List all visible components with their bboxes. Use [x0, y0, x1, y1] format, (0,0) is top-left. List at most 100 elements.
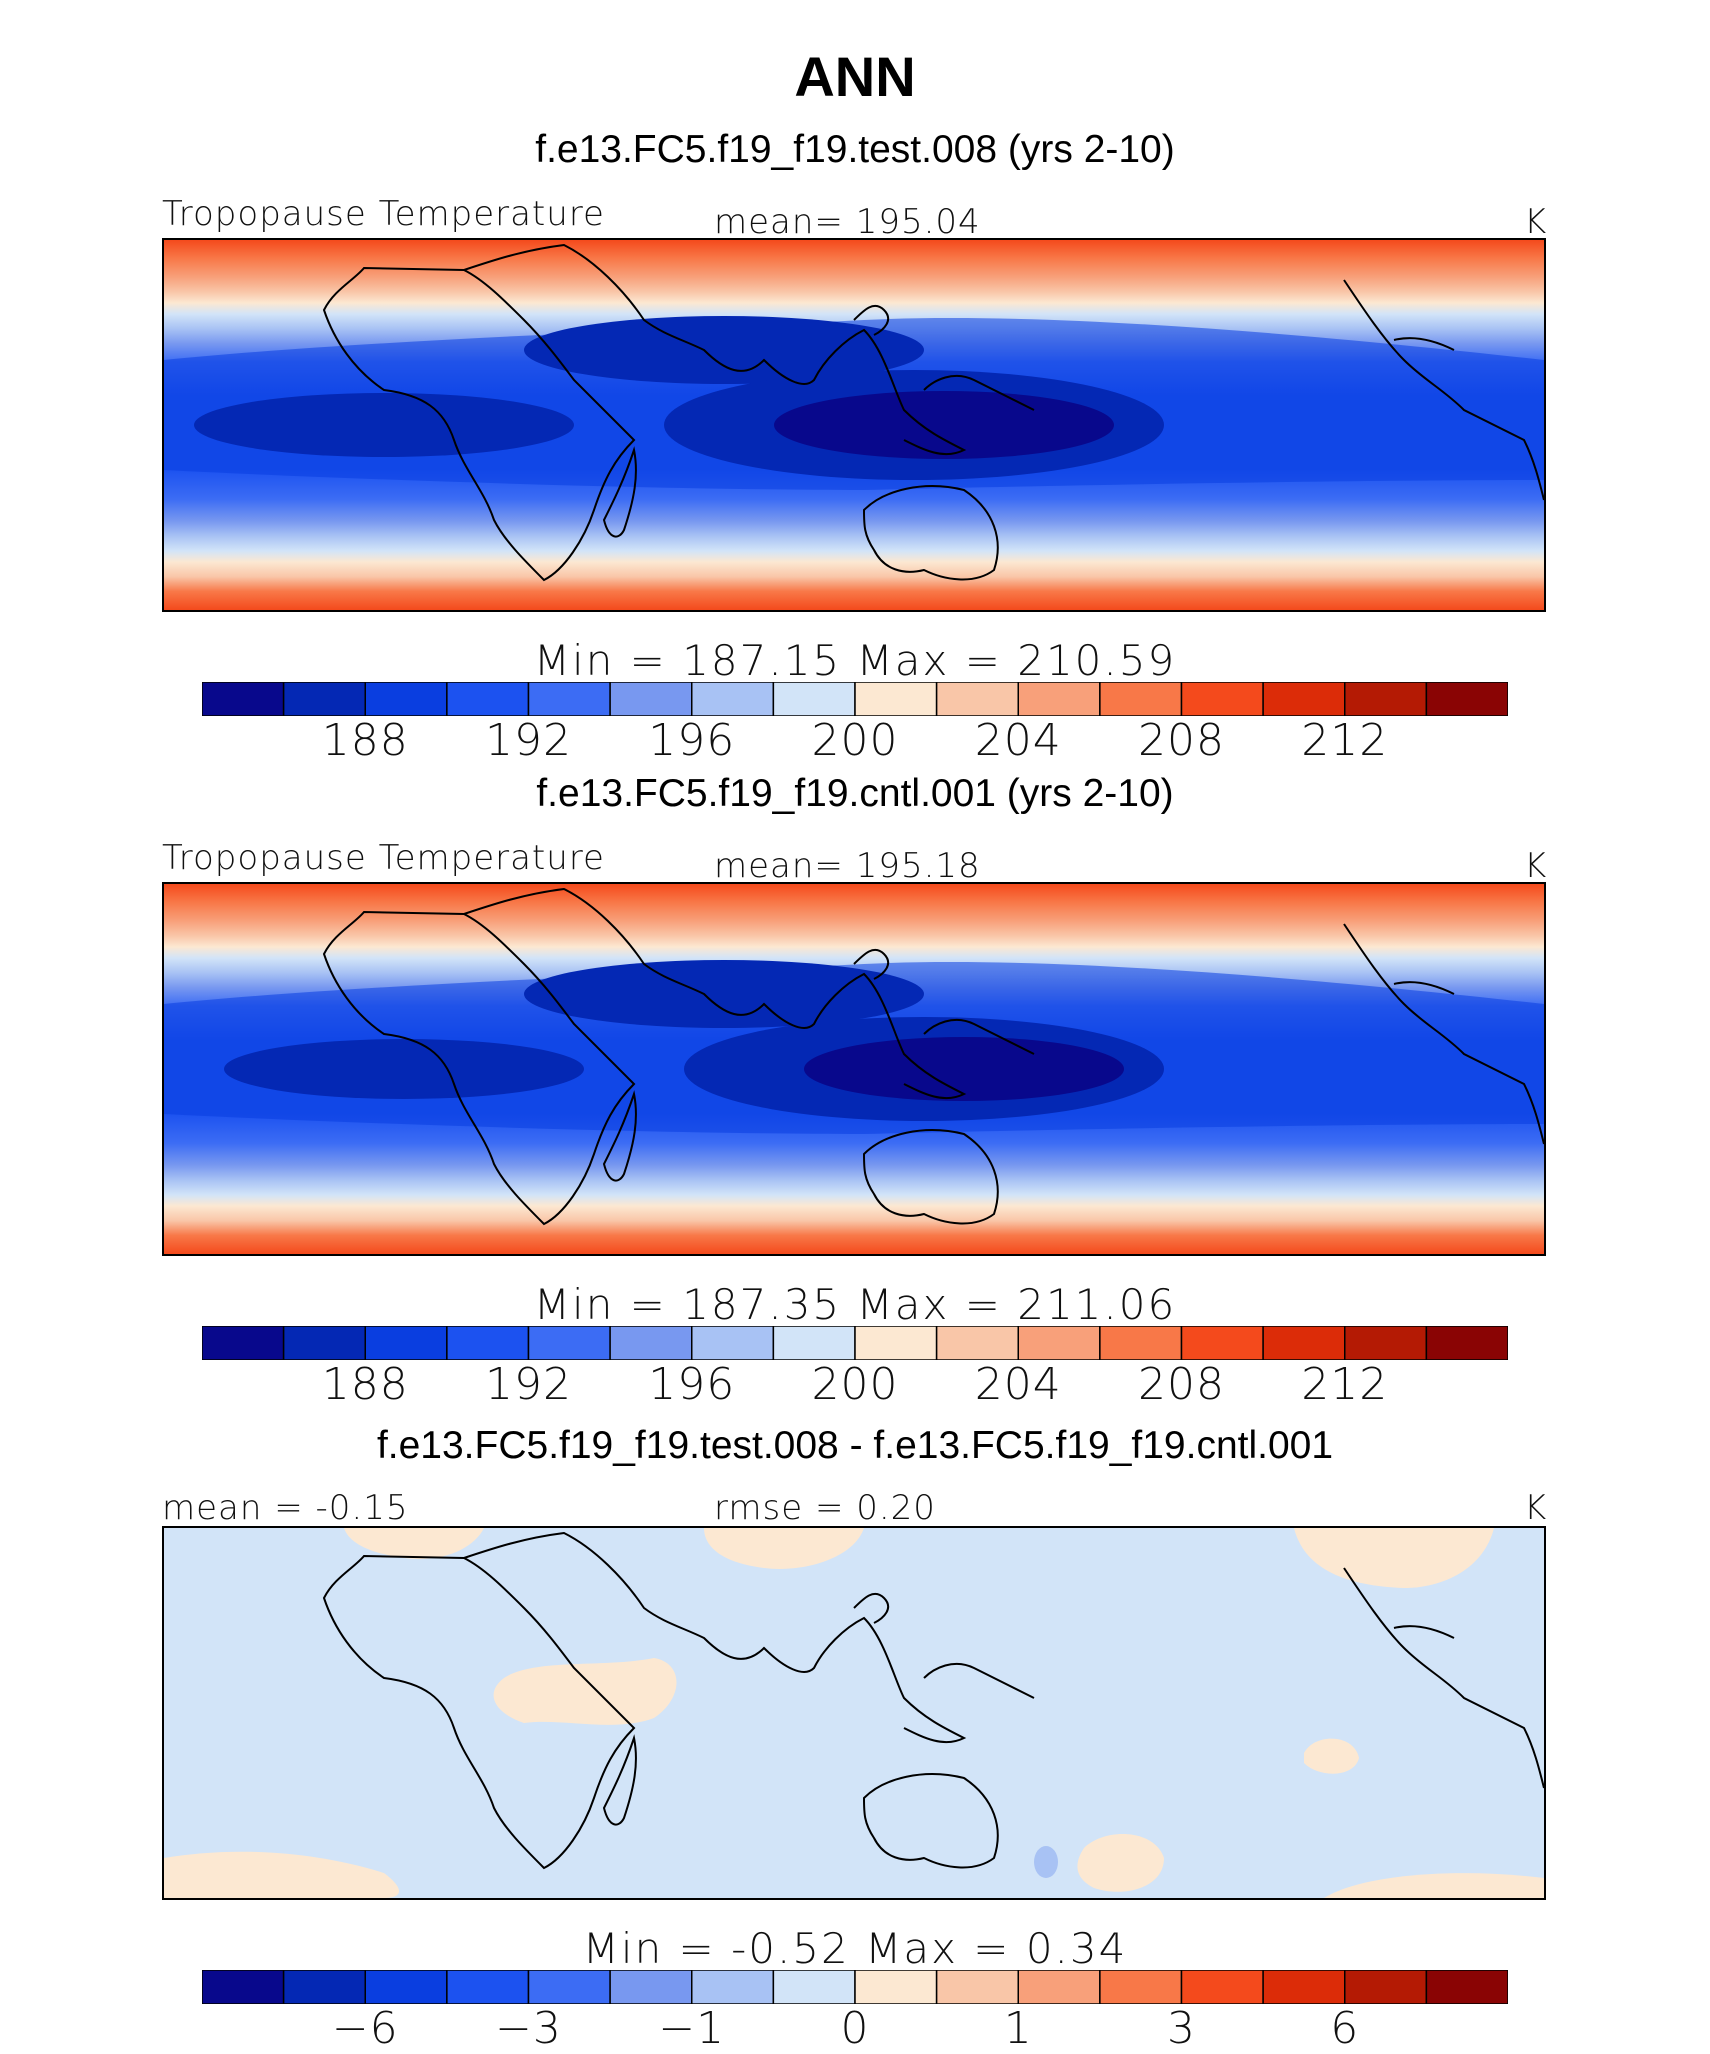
panel-1-colorbar-box: [772, 682, 856, 716]
panel-2-colorbar-box: [282, 1326, 366, 1360]
panel-1-colorbar-tick-label: 192: [485, 715, 572, 766]
panel-2-colorbar-box: [1017, 1326, 1101, 1360]
panel-3-colorbar-box: [854, 1970, 938, 2004]
panel-1-colorbar-box: [282, 682, 366, 716]
panel-1-colorbar-box: [1344, 682, 1428, 716]
panel-1-colorbar-tick-label: 204: [974, 715, 1062, 766]
panel-3-colorbar-box: [446, 1970, 530, 2004]
panel-3-colorbar: [202, 1970, 1508, 2004]
panel-1-colorbar-box: [202, 682, 285, 716]
panel-1-coastlines: [322, 243, 1544, 582]
panel-2-minmax: Min = 187.35 Max = 211.06: [533, 1280, 1177, 1329]
panel-3-case-title: f.e13.FC5.f19_f19.test.008 - f.e13.FC5.f…: [376, 1424, 1334, 1467]
panel-3-positive-regions: [164, 1528, 1544, 1898]
panel-3-colorbar-tick-label: −6: [331, 2003, 399, 2054]
panel-1-colorbar-tick-label: 188: [321, 715, 409, 766]
panel-2-colorbar-box: [609, 1326, 693, 1360]
panel-2-colorbar-box: [527, 1326, 611, 1360]
panel-1-colorbar-box: [364, 682, 448, 716]
panel-2-colorbar-box: [854, 1326, 938, 1360]
panel-2-coastlines: [322, 887, 1544, 1226]
panel-3-colorbar-tick-label: 6: [1330, 2003, 1360, 2054]
panel-3-colorbar-tick-label: 0: [840, 2003, 870, 2054]
panel-2-colorbar-tick-label: 212: [1301, 1359, 1389, 1410]
panel-3-mean-label: mean = -0.15: [162, 1488, 409, 1528]
panel-1-case-title: f.e13.FC5.f19_f19.test.008 (yrs 2-10): [535, 128, 1175, 171]
panel-2-colorbar-tick-label: 200: [811, 1359, 899, 1410]
panel-3-units-label: K: [1524, 1488, 1548, 1528]
panel-2-colorbar-tick-label: 192: [485, 1359, 572, 1410]
panel-3-colorbar-box: [364, 1970, 448, 2004]
panel-2-units-label: K: [1524, 846, 1548, 886]
panel-1-colorbar-box: [1262, 682, 1346, 716]
panel-2-cold-core-pacific-deep: [804, 1037, 1124, 1101]
panel-2-colorbar-box: [1262, 1326, 1346, 1360]
panel-3-minmax: Min = -0.52 Max = 0.34: [582, 1924, 1128, 1973]
panel-1-map: [162, 238, 1546, 612]
panel-3-colorbar-box: [1099, 1970, 1183, 2004]
panel-1-colorbar-box: [1180, 682, 1264, 716]
panel-1-cold-core-africa: [194, 393, 574, 457]
panel-2-colorbar-tick-label: 188: [321, 1359, 409, 1410]
panel-3-colorbar-box: [1180, 1970, 1264, 2004]
panel-2-colorbar-box: [446, 1326, 530, 1360]
panel-2-colorbar-box: [772, 1326, 856, 1360]
panel-3-colorbar-box: [691, 1970, 775, 2004]
panel-2-colorbar-box: [691, 1326, 775, 1360]
panel-2-colorbar-box: [1425, 1326, 1508, 1360]
panel-1-colorbar-tick-label: 196: [648, 715, 736, 766]
panel-3-background-field: [164, 1528, 1544, 1898]
panel-3-colorbar-box: [609, 1970, 693, 2004]
panel-2-colorbar-box: [1099, 1326, 1183, 1360]
panel-3-colorbar-tick-label: 3: [1167, 2003, 1196, 2054]
panel-2-colorbar-box: [202, 1326, 285, 1360]
panel-2-colorbar-box: [1344, 1326, 1428, 1360]
panel-1-colorbar-tick-label: 212: [1301, 715, 1389, 766]
panel-1-units-label: K: [1524, 202, 1548, 242]
panel-2-colorbar-tick-label: 196: [648, 1359, 736, 1410]
panel-1-colorbar-box: [609, 682, 693, 716]
panel-2-case-title: f.e13.FC5.f19_f19.cntl.001 (yrs 2-10): [536, 772, 1174, 815]
panel-3-colorbar-box: [1017, 1970, 1101, 2004]
panel-2-colorbar-box: [1180, 1326, 1264, 1360]
panel-3-colorbar-box: [202, 1970, 285, 2004]
panel-2-colorbar-box: [364, 1326, 448, 1360]
panel-1-colorbar: [202, 682, 1508, 716]
panel-2-cold-core-africa: [224, 1039, 584, 1099]
panel-3-rmse-label: rmse = 0.20: [714, 1488, 936, 1528]
panel-3-colorbar-box: [527, 1970, 611, 2004]
panel-1-colorbar-tick-label: 208: [1138, 715, 1225, 766]
panel-2-variable-label: Tropopause Temperature: [162, 838, 605, 878]
panel-2-colorbar-tick-label: 204: [974, 1359, 1062, 1410]
panel-3-colorbar-box: [282, 1970, 366, 2004]
panel-1-colorbar-box: [1099, 682, 1183, 716]
panel-3-colorbar-tick-label: −1: [658, 2003, 726, 2054]
panel-1-colorbar-box: [1425, 682, 1508, 716]
panel-3-coastlines: [322, 1531, 1544, 1870]
panel-1-minmax: Min = 187.15 Max = 210.59: [533, 636, 1177, 685]
panel-1-colorbar-box: [1017, 682, 1101, 716]
panel-3-colorbar-box: [1262, 1970, 1346, 2004]
panel-1-cold-core-pacific-deep: [774, 391, 1114, 459]
panel-1-colorbar-box: [446, 682, 530, 716]
panel-1-mean-label: mean= 195.04: [714, 202, 981, 242]
panel-3-negative-region: [1034, 1846, 1058, 1878]
panel-3-map: [162, 1526, 1546, 1900]
panel-1-colorbar-box: [527, 682, 611, 716]
panel-2-map: [162, 882, 1546, 1256]
panel-3-colorbar-tick-label: −3: [495, 2003, 562, 2054]
panel-3-colorbar-box: [935, 1970, 1019, 2004]
panel-3-colorbar-tick-label: 1: [1003, 2003, 1033, 2054]
panel-2-colorbar-tick-label: 208: [1138, 1359, 1225, 1410]
panel-2-colorbar-box: [935, 1326, 1019, 1360]
panel-3-colorbar-box: [772, 1970, 856, 2004]
panel-1-colorbar-tick-label: 200: [811, 715, 899, 766]
panel-1-colorbar-box: [691, 682, 775, 716]
panel-2-colorbar: [202, 1326, 1508, 1360]
panel-3-colorbar-box: [1344, 1970, 1428, 2004]
main-title: ANN: [794, 45, 916, 108]
panel-3-colorbar-box: [1425, 1970, 1508, 2004]
panel-2-cold-core-asia: [524, 960, 924, 1028]
panel-1-colorbar-box: [854, 682, 938, 716]
panel-1-variable-label: Tropopause Temperature: [162, 194, 605, 234]
